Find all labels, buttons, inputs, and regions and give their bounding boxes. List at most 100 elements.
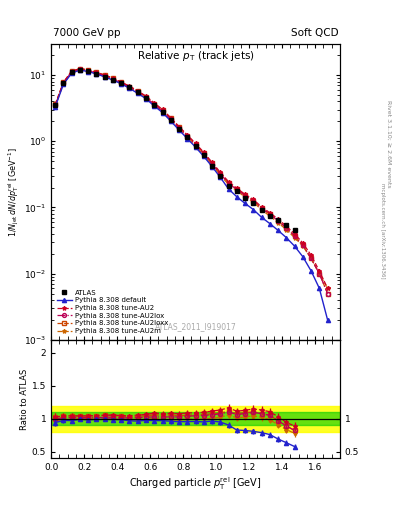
Pythia 8.308 tune-AU2lox: [210, 161, 215, 167]
Pythia 8.308 tune-AU2: [259, 204, 264, 210]
Pythia 8.308 tune-AU2m: [251, 199, 256, 205]
Pythia 8.308 tune-AU2m: [94, 71, 99, 77]
Text: Relative $p_\mathrm{T}$ (track jets): Relative $p_\mathrm{T}$ (track jets): [137, 50, 254, 63]
Pythia 8.308 tune-AU2loxx: [276, 218, 281, 224]
Pythia 8.308 tune-AU2m: [69, 70, 74, 76]
Pythia 8.308 default: [160, 110, 165, 116]
Pythia 8.308 tune-AU2lox: [292, 233, 297, 239]
Pythia 8.308 tune-AU2: [234, 185, 239, 191]
Pythia 8.308 tune-AU2m: [169, 117, 173, 123]
Pythia 8.308 tune-AU2lox: [325, 290, 330, 296]
Pythia 8.308 tune-AU2loxx: [301, 242, 305, 248]
X-axis label: Charged particle $p_\mathrm{T}^\mathrm{rel}$ [GeV]: Charged particle $p_\mathrm{T}^\mathrm{r…: [129, 475, 262, 492]
Pythia 8.308 tune-AU2m: [185, 135, 190, 141]
Pythia 8.308 default: [53, 104, 58, 110]
Pythia 8.308 tune-AU2lox: [111, 76, 116, 82]
Pythia 8.308 tune-AU2: [243, 191, 248, 197]
Pythia 8.308 tune-AU2lox: [61, 80, 66, 86]
Pythia 8.308 tune-AU2m: [160, 109, 165, 115]
Pythia 8.308 tune-AU2m: [259, 207, 264, 213]
Line: Pythia 8.308 tune-AU2: Pythia 8.308 tune-AU2: [53, 67, 330, 290]
Pythia 8.308 tune-AU2m: [119, 80, 123, 87]
Pythia 8.308 tune-AU2loxx: [325, 290, 330, 296]
Pythia 8.308 default: [243, 200, 248, 206]
Pythia 8.308 tune-AU2lox: [267, 211, 272, 217]
Pythia 8.308 tune-AU2m: [102, 73, 107, 79]
Pythia 8.308 tune-AU2m: [111, 77, 116, 83]
Pythia 8.308 default: [185, 136, 190, 142]
Text: mcplots.cern.ch [arXiv:1306.3436]: mcplots.cern.ch [arXiv:1306.3436]: [380, 183, 385, 278]
Pythia 8.308 default: [267, 221, 272, 227]
Pythia 8.308 tune-AU2lox: [127, 84, 132, 90]
Pythia 8.308 tune-AU2loxx: [169, 115, 173, 121]
Pythia 8.308 tune-AU2loxx: [226, 180, 231, 186]
Pythia 8.308 default: [94, 71, 99, 77]
Pythia 8.308 tune-AU2: [78, 66, 83, 72]
Pythia 8.308 tune-AU2: [301, 240, 305, 246]
Pythia 8.308 tune-AU2: [177, 123, 182, 130]
Bar: [51, 412, 340, 425]
Text: ATLAS_2011_I919017: ATLAS_2011_I919017: [154, 322, 237, 331]
Pythia 8.308 tune-AU2loxx: [292, 233, 297, 239]
Pythia 8.308 default: [86, 69, 90, 75]
Pythia 8.308 tune-AU2lox: [177, 125, 182, 131]
Pythia 8.308 tune-AU2lox: [234, 186, 239, 193]
Pythia 8.308 tune-AU2lox: [259, 205, 264, 211]
Pythia 8.308 tune-AU2lox: [86, 68, 90, 74]
Pythia 8.308 tune-AU2: [292, 231, 297, 237]
Pythia 8.308 tune-AU2m: [284, 227, 289, 233]
Pythia 8.308 tune-AU2: [94, 69, 99, 75]
Pythia 8.308 tune-AU2m: [127, 85, 132, 91]
Pythia 8.308 tune-AU2: [325, 285, 330, 291]
Pythia 8.308 tune-AU2lox: [226, 180, 231, 186]
Pythia 8.308 tune-AU2loxx: [119, 79, 123, 86]
Pythia 8.308 tune-AU2m: [317, 270, 322, 276]
Pythia 8.308 default: [78, 67, 83, 73]
Pythia 8.308 tune-AU2loxx: [177, 124, 182, 131]
Pythia 8.308 tune-AU2loxx: [218, 170, 222, 177]
Pythia 8.308 tune-AU2lox: [317, 270, 322, 276]
Pythia 8.308 tune-AU2m: [234, 188, 239, 194]
Pythia 8.308 tune-AU2m: [61, 81, 66, 87]
Pythia 8.308 tune-AU2lox: [251, 198, 256, 204]
Pythia 8.308 tune-AU2m: [243, 194, 248, 200]
Pythia 8.308 tune-AU2: [160, 106, 165, 113]
Pythia 8.308 default: [226, 186, 231, 192]
Pythia 8.308 tune-AU2loxx: [160, 107, 165, 113]
Pythia 8.308 tune-AU2: [53, 101, 58, 108]
Pythia 8.308 tune-AU2lox: [309, 255, 314, 262]
Pythia 8.308 tune-AU2m: [226, 181, 231, 187]
Pythia 8.308 tune-AU2: [202, 150, 206, 156]
Pythia 8.308 tune-AU2: [226, 179, 231, 185]
Pythia 8.308 tune-AU2lox: [276, 218, 281, 224]
Pythia 8.308 tune-AU2loxx: [259, 205, 264, 211]
Pythia 8.308 tune-AU2: [119, 79, 123, 85]
Pythia 8.308 tune-AU2: [267, 210, 272, 216]
Pythia 8.308 tune-AU2loxx: [111, 75, 116, 81]
Pythia 8.308 tune-AU2lox: [53, 102, 58, 109]
Pythia 8.308 tune-AU2lox: [144, 94, 149, 100]
Pythia 8.308 tune-AU2loxx: [185, 133, 190, 139]
Pythia 8.308 tune-AU2lox: [119, 80, 123, 86]
Pythia 8.308 tune-AU2m: [301, 243, 305, 249]
Pythia 8.308 tune-AU2lox: [152, 101, 156, 108]
Pythia 8.308 tune-AU2lox: [160, 108, 165, 114]
Pythia 8.308 tune-AU2lox: [136, 89, 140, 95]
Pythia 8.308 default: [284, 234, 289, 241]
Pythia 8.308 tune-AU2m: [144, 95, 149, 101]
Pythia 8.308 tune-AU2m: [177, 126, 182, 132]
Pythia 8.308 tune-AU2: [61, 79, 66, 86]
Pythia 8.308 tune-AU2lox: [218, 170, 222, 177]
Pythia 8.308 tune-AU2loxx: [251, 198, 256, 204]
Pythia 8.308 tune-AU2m: [267, 213, 272, 219]
Pythia 8.308 default: [276, 227, 281, 233]
Pythia 8.308 tune-AU2loxx: [102, 72, 107, 78]
Pythia 8.308 tune-AU2loxx: [210, 160, 215, 166]
Pythia 8.308 tune-AU2lox: [193, 141, 198, 147]
Pythia 8.308 tune-AU2lox: [301, 242, 305, 248]
Legend: ATLAS, Pythia 8.308 default, Pythia 8.308 tune-AU2, Pythia 8.308 tune-AU2lox, Py: ATLAS, Pythia 8.308 default, Pythia 8.30…: [55, 287, 170, 336]
Pythia 8.308 tune-AU2lox: [243, 193, 248, 199]
Pythia 8.308 default: [234, 194, 239, 200]
Pythia 8.308 tune-AU2: [218, 169, 222, 175]
Pythia 8.308 tune-AU2lox: [185, 133, 190, 139]
